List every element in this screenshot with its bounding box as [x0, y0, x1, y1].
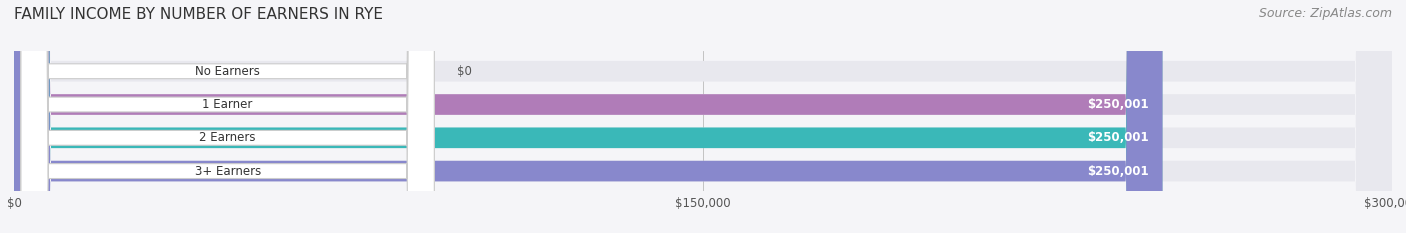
FancyBboxPatch shape: [14, 0, 1163, 233]
Text: $250,001: $250,001: [1087, 98, 1149, 111]
FancyBboxPatch shape: [21, 0, 434, 233]
Text: 1 Earner: 1 Earner: [202, 98, 253, 111]
FancyBboxPatch shape: [14, 0, 1392, 233]
FancyBboxPatch shape: [21, 0, 434, 233]
Text: No Earners: No Earners: [195, 65, 260, 78]
FancyBboxPatch shape: [14, 0, 1163, 233]
FancyBboxPatch shape: [14, 0, 1392, 233]
FancyBboxPatch shape: [14, 0, 1392, 233]
Text: $250,001: $250,001: [1087, 164, 1149, 178]
Text: Source: ZipAtlas.com: Source: ZipAtlas.com: [1258, 7, 1392, 20]
FancyBboxPatch shape: [21, 0, 434, 233]
Text: $250,001: $250,001: [1087, 131, 1149, 144]
Text: 3+ Earners: 3+ Earners: [194, 164, 260, 178]
Text: $0: $0: [457, 65, 472, 78]
FancyBboxPatch shape: [14, 0, 1163, 233]
Text: FAMILY INCOME BY NUMBER OF EARNERS IN RYE: FAMILY INCOME BY NUMBER OF EARNERS IN RY…: [14, 7, 382, 22]
FancyBboxPatch shape: [21, 0, 434, 233]
FancyBboxPatch shape: [14, 0, 1392, 233]
Text: 2 Earners: 2 Earners: [200, 131, 256, 144]
